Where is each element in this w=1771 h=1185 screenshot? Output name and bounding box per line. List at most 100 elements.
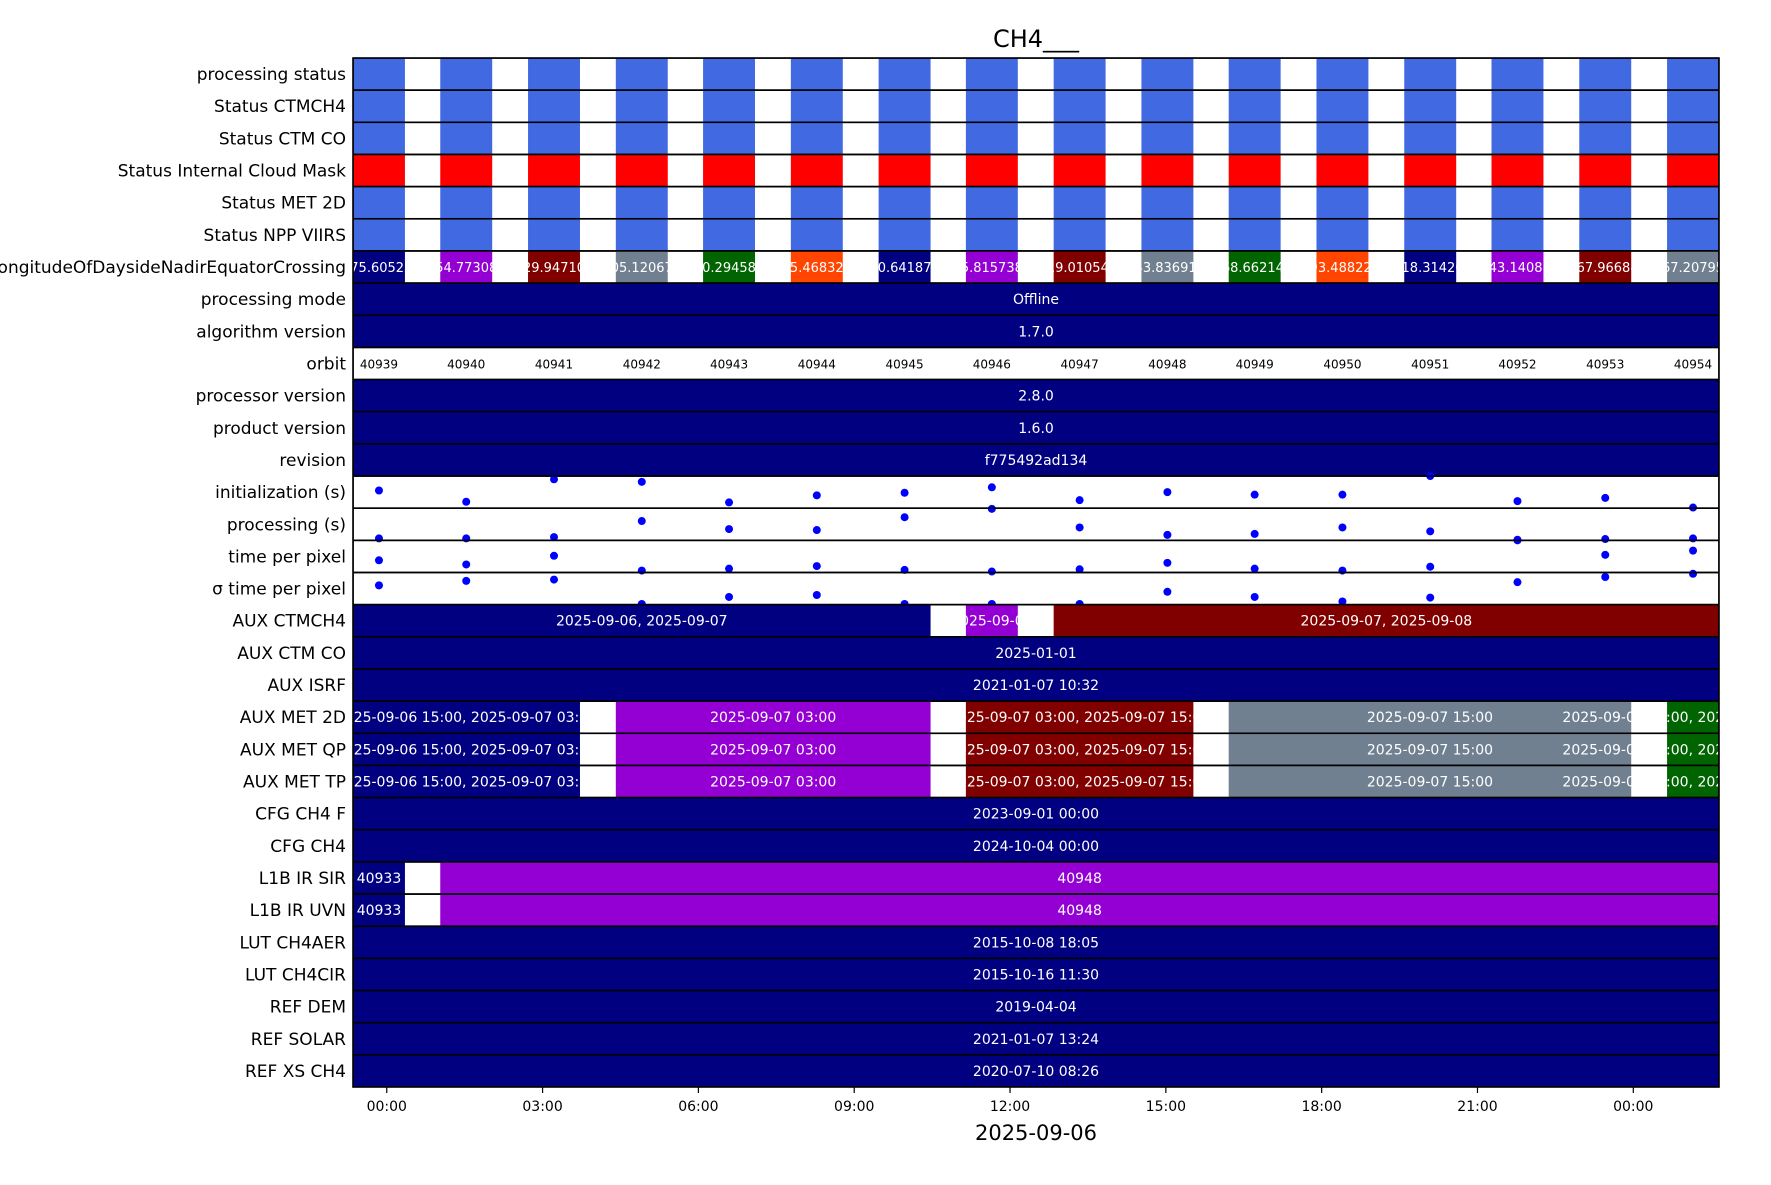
row-aux-met-tp: 2025-09-06 15:00, 2025-09-07 03:00 2025-0… <box>353 765 1719 798</box>
span-bar <box>965 765 1194 798</box>
status-bar <box>965 90 1018 123</box>
constant-value: f775492ad134 <box>985 453 1088 469</box>
status-bar <box>1667 218 1719 251</box>
longitude-bar <box>528 250 580 284</box>
row-label-aux-ctm-co: AUX CTM CO <box>237 644 346 664</box>
status-bar <box>615 154 668 187</box>
longitude-bar <box>353 250 405 284</box>
status-bar <box>1579 154 1632 187</box>
span-bar <box>440 861 1719 895</box>
status-bar <box>440 186 493 219</box>
span-value: 2025-09-06 15:00, 2025-09-07 03:00 <box>336 710 597 726</box>
scatter-point <box>1601 535 1610 544</box>
status-bar <box>528 90 580 123</box>
status-bar <box>1579 186 1632 219</box>
scatter-point <box>637 566 646 575</box>
scatter-point <box>1075 496 1084 505</box>
x-tick-label: 00:00 <box>1613 1099 1653 1115</box>
scatter-point <box>1163 587 1172 596</box>
row-revision: f775492ad134 <box>353 443 1719 477</box>
constant-value: 2024-10-04 00:00 <box>973 839 1099 855</box>
row-product-version: 1.6.0 <box>353 411 1719 444</box>
status-bar <box>1141 90 1194 123</box>
row-label-lut-ch4aer: LUT CH4AER <box>239 933 346 953</box>
scatter-point <box>725 564 734 573</box>
orbit-number: 40951 <box>1411 357 1449 371</box>
longitude-bar <box>1491 250 1544 284</box>
longitude-value: 129.947106 <box>515 261 594 276</box>
span-value: 2025-09-07 <box>951 614 1032 630</box>
scatter-point <box>987 567 996 576</box>
scatter-point <box>725 498 734 507</box>
constant-bar <box>353 829 1719 862</box>
constant-bar <box>353 958 1719 991</box>
row-label-aux-met-2d: AUX MET 2D <box>240 708 346 728</box>
scatter-point <box>812 591 821 600</box>
longitude-value: -175.605224 <box>337 261 420 276</box>
scatter-point <box>1163 558 1172 567</box>
constant-bar <box>353 926 1719 959</box>
row-label-ref-xs-ch4: REF XS CH4 <box>245 1062 346 1082</box>
status-bar <box>703 154 756 187</box>
span-value: 2025-09-07 03:00 <box>710 710 836 726</box>
longitude-value: -93.488229 <box>1305 261 1380 276</box>
scatter-point <box>1513 497 1522 506</box>
status-bar <box>615 218 668 251</box>
status-bar <box>1579 218 1632 251</box>
status-bar <box>878 154 931 187</box>
orbit-number: 40943 <box>710 357 748 371</box>
row-label-revision: revision <box>279 451 346 471</box>
constant-value: 2019-04-04 <box>995 1000 1076 1016</box>
scatter-point <box>1075 523 1084 532</box>
constant-bar <box>353 990 1719 1023</box>
scatter-point <box>725 525 734 534</box>
scatter-point <box>725 592 734 601</box>
status-bar <box>353 154 405 187</box>
constant-bar <box>353 668 1719 702</box>
status-bar <box>1053 218 1106 251</box>
status-bar <box>440 154 493 187</box>
status-bar <box>703 218 756 251</box>
scatter-point <box>374 556 383 565</box>
row-label-ref-solar: REF SOLAR <box>251 1030 346 1050</box>
status-bar <box>1667 154 1719 187</box>
orbit-number: 40940 <box>447 357 485 371</box>
status-bar <box>1404 218 1457 251</box>
scatter-point <box>462 497 471 506</box>
status-bar <box>528 122 580 155</box>
row-label-aux-ctmch4: AUX CTMCH4 <box>232 612 346 632</box>
status-bar <box>353 218 405 251</box>
x-tick-label: 06:00 <box>678 1099 718 1115</box>
row-algorithm-version: 1.7.0 <box>353 315 1719 348</box>
status-bar <box>703 90 756 123</box>
constant-value: 2023-09-01 00:00 <box>973 807 1099 823</box>
span-value: 2025-09-07 03:00 <box>710 742 836 758</box>
span-value: 2025-09-07 15:00 <box>1367 775 1493 791</box>
scatter-point <box>1426 562 1435 571</box>
scatter-point <box>550 533 559 542</box>
span-value: 40933 <box>357 871 402 887</box>
status-bar <box>1316 154 1369 187</box>
row-l1b-ir-uvn: 40933 40948 <box>353 894 1719 927</box>
longitude-bar <box>878 250 931 284</box>
longitude-value: 30.641877 <box>869 261 939 276</box>
constant-bar <box>353 283 1719 316</box>
scatter-point <box>462 560 471 569</box>
row-label-sigma-time-per-pixel: σ time per pixel <box>212 580 346 600</box>
status-bar <box>440 218 493 251</box>
status-bar <box>615 58 668 91</box>
status-bar <box>1141 122 1194 155</box>
status-bar <box>615 186 668 219</box>
span-bar <box>353 733 580 766</box>
span-value: 2025-09-07, 2025-09-08 <box>1301 614 1473 630</box>
status-bar <box>1491 186 1544 219</box>
row-label-status-npp-viirs: Status NPP VIIRS <box>204 226 346 246</box>
x-tick-label: 09:00 <box>834 1099 874 1115</box>
status-bar <box>1316 218 1369 251</box>
orbit-number: 40944 <box>798 357 836 371</box>
status-bar <box>1141 58 1194 91</box>
status-bar <box>965 186 1018 219</box>
span-bar <box>965 733 1194 766</box>
span-value: 2025-09-07 15:00 <box>1367 710 1493 726</box>
row-label-initialization-s: initialization (s) <box>215 483 346 503</box>
